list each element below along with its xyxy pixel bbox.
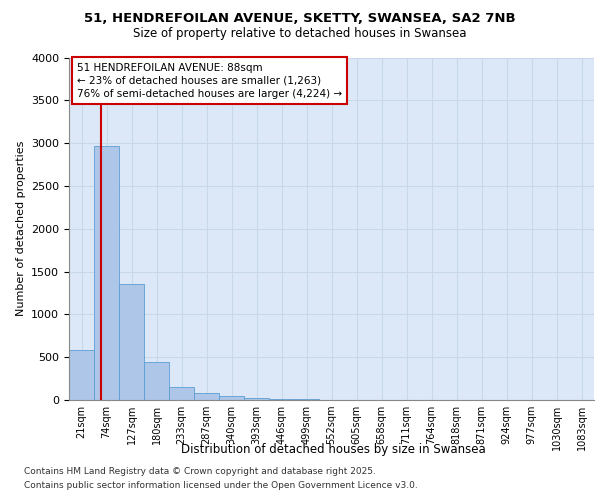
Bar: [144, 362, 169, 400]
Text: Distribution of detached houses by size in Swansea: Distribution of detached houses by size …: [181, 442, 485, 456]
Y-axis label: Number of detached properties: Number of detached properties: [16, 141, 26, 316]
Bar: [269, 398, 294, 400]
Bar: [119, 284, 144, 400]
Bar: [94, 146, 119, 400]
Text: Contains public sector information licensed under the Open Government Licence v3: Contains public sector information licen…: [24, 481, 418, 490]
Text: 51, HENDREFOILAN AVENUE, SKETTY, SWANSEA, SA2 7NB: 51, HENDREFOILAN AVENUE, SKETTY, SWANSEA…: [84, 12, 516, 26]
Bar: [219, 396, 244, 400]
Bar: [169, 386, 194, 400]
Text: 51 HENDREFOILAN AVENUE: 88sqm
← 23% of detached houses are smaller (1,263)
76% o: 51 HENDREFOILAN AVENUE: 88sqm ← 23% of d…: [77, 62, 342, 99]
Text: Size of property relative to detached houses in Swansea: Size of property relative to detached ho…: [133, 28, 467, 40]
Bar: [194, 393, 219, 400]
Bar: [244, 398, 269, 400]
Bar: [69, 350, 94, 400]
Text: Contains HM Land Registry data © Crown copyright and database right 2025.: Contains HM Land Registry data © Crown c…: [24, 468, 376, 476]
